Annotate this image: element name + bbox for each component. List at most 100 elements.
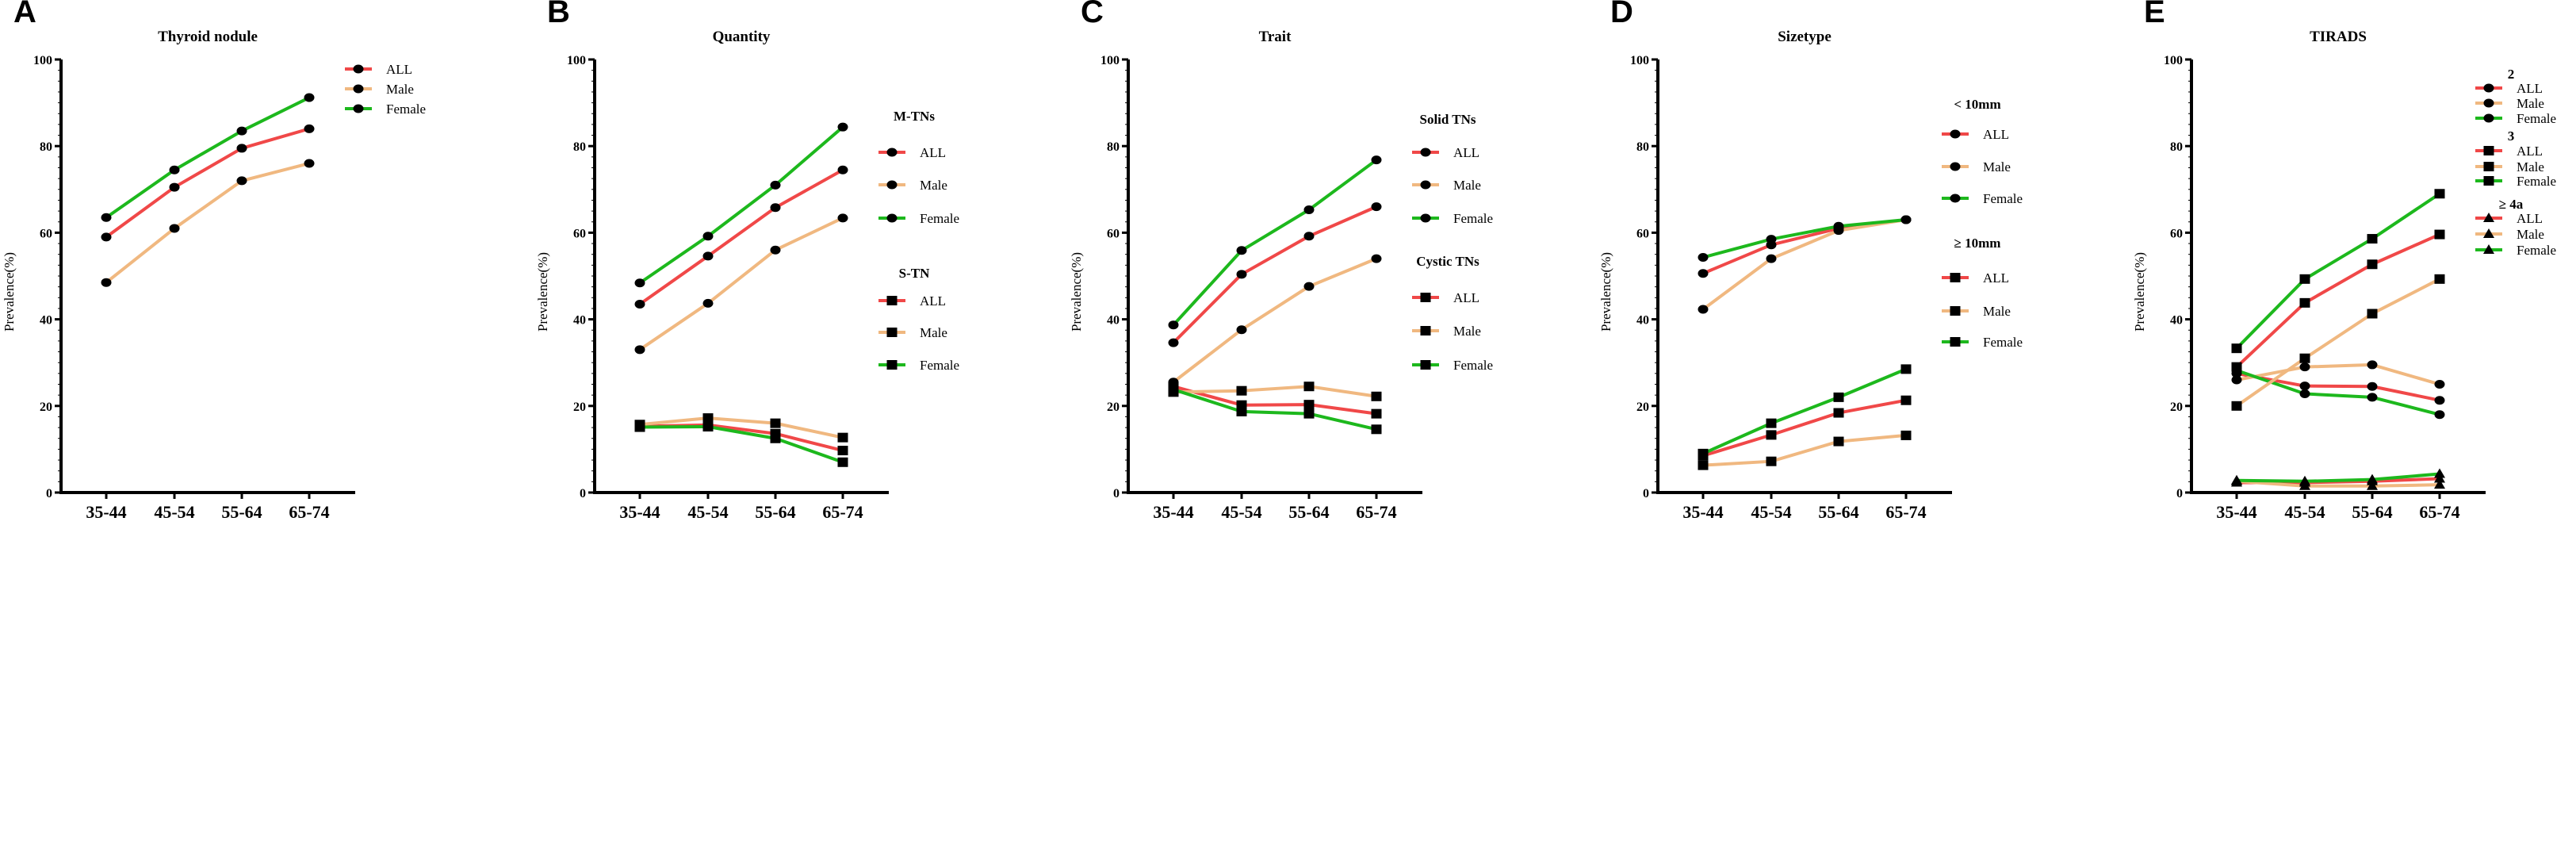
marker-circle [702,298,714,308]
series-line-all [2235,232,2440,369]
marker-circle [2367,381,2378,391]
marker-square [1833,408,1844,418]
marker-circle [886,180,898,190]
panel-b: B Quantity 0 20 40 60 80 100 Prevalence(%) 35-44 4… [535,0,959,522]
marker-circle [1420,148,1431,157]
marker-circle [1420,213,1431,223]
marker-square [1833,392,1844,402]
series-line-female [2235,192,2441,350]
legend-label: Female [2517,111,2556,126]
marker-circle [837,165,848,174]
series-line-all [638,168,844,306]
y-tick-label: 20 [1107,401,1120,414]
marker-circle [1420,180,1431,190]
legend-header: ≥ 10mm [1954,236,2001,251]
marker-circle [634,278,645,288]
x-tick-label: 65-74 [1885,502,1926,522]
legend-label: Male [1453,178,1481,193]
marker-circle [770,203,781,213]
marker-circle [101,232,112,242]
x-tick-label: 35-44 [1682,502,1723,522]
series-line-female [105,96,310,219]
y-tick-label: 60 [40,227,52,240]
marker-circle [770,245,781,255]
marker-circle [1950,162,1961,171]
marker-circle [2231,375,2242,385]
legend-label: ALL [386,62,412,77]
marker-square [1900,430,1912,440]
y-axis-label: Prevalence(%) [2132,252,2147,332]
legend-label: Male [386,82,414,97]
marker-square [2231,343,2242,354]
marker-circle [2299,381,2310,391]
legend-header: Solid TNs [1419,112,1476,127]
chart-title: Thyroid nodule [158,29,258,45]
marker-circle [1168,338,1179,347]
y-tick-label: 40 [1107,314,1120,328]
y-axis-label: Prevalence(%) [2,252,17,332]
x-tick-label: 45-54 [2284,502,2325,522]
legend-label: Male [2517,96,2544,111]
marker-square [1371,408,1382,419]
marker-triangle [2483,244,2494,254]
marker-circle [353,64,364,74]
panel-letter: E [2144,0,2165,29]
legend-label: ALL [920,145,946,160]
series-line-all [2236,371,2440,402]
y-tick-label: 80 [40,140,52,154]
marker-square [770,433,781,443]
marker-square [1303,381,1315,392]
marker-square [1766,418,1777,428]
marker-circle [1698,253,1709,263]
marker-square [837,446,848,456]
y-tick-label: 0 [580,487,586,500]
marker-square [702,413,714,424]
marker-square [1236,406,1247,416]
panel-d: D Sizetype 0 20 40 60 80 100 Prevalence(%) 35-44 4… [1598,0,2023,522]
legend-label: Female [1983,191,2023,206]
marker-circle [837,122,848,132]
y-tick-label: 100 [1630,54,1649,67]
y-axis-label: Prevalence(%) [1069,252,1084,332]
legend-label: Male [1453,324,1481,339]
marker-circle [2434,380,2445,389]
y-tick-label: 20 [1636,401,1649,414]
legend-label: Male [2517,159,2544,174]
legend-header: Cystic TNs [1416,254,1479,269]
marker-square [1698,448,1709,458]
y-tick-label: 40 [573,314,586,328]
marker-circle [1371,155,1382,165]
marker-circle [304,124,315,133]
y-tick-label: 0 [1643,487,1649,500]
series-line-male [1702,433,1907,467]
y-tick-label: 40 [1636,314,1649,328]
chart-title: Quantity [713,29,771,45]
marker-square [2367,309,2378,319]
marker-circle [2483,113,2494,123]
marker-square [2367,259,2378,270]
panel-letter: D [1610,0,1633,29]
series-line-all [105,127,310,239]
series-line-female [2236,472,2440,483]
marker-square [2299,297,2310,308]
marker-circle [1303,205,1315,214]
x-tick-label: 55-64 [2352,502,2392,522]
marker-triangle [2434,473,2445,483]
chart-title: Trait [1259,29,1292,45]
marker-circle [702,251,714,261]
marker-square [886,296,898,305]
marker-triangle [2434,479,2445,489]
marker-square [770,418,781,428]
marker-square [702,422,714,432]
marker-triangle [2483,213,2494,222]
marker-square [2231,362,2242,372]
legend-label: Female [2517,243,2556,258]
marker-circle [702,232,714,241]
legend-label: ALL [2517,81,2543,96]
y-tick-label: 20 [40,401,52,414]
legend-header: 3 [2508,128,2515,144]
legend-label: ALL [2517,144,2543,159]
marker-square [2483,162,2494,171]
marker-circle [1303,232,1315,241]
y-tick-label: 100 [567,54,586,67]
